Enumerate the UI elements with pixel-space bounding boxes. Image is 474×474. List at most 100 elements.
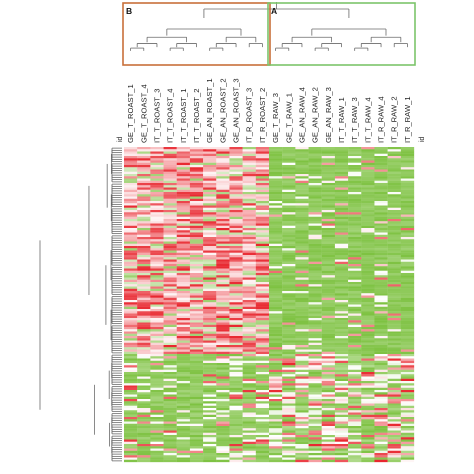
heatmap-cell xyxy=(308,219,322,222)
heatmap-cell xyxy=(176,158,191,161)
heatmap-cell xyxy=(255,205,270,208)
heatmap-cell xyxy=(400,261,415,265)
heatmap-cell xyxy=(334,455,349,458)
heatmap-cell xyxy=(242,340,256,343)
heatmap-cell xyxy=(176,423,191,427)
heatmap-cell xyxy=(361,180,375,184)
heatmap-cell xyxy=(255,149,270,152)
heatmap-cell xyxy=(242,426,256,429)
heatmap-cell xyxy=(229,309,243,312)
heatmap-cell xyxy=(387,448,401,451)
heatmap-cell xyxy=(374,174,388,177)
heatmap-cell xyxy=(295,304,309,307)
heatmap-cell xyxy=(348,349,362,352)
heatmap-cell xyxy=(374,450,388,454)
heatmap-cell xyxy=(216,358,230,361)
heatmap-cell xyxy=(137,358,151,361)
heatmap-cell xyxy=(374,198,388,202)
heatmap-cell xyxy=(137,219,151,222)
heatmap-cell xyxy=(255,351,270,355)
heatmap-cell xyxy=(321,198,336,202)
heatmap-cell xyxy=(334,243,349,247)
heatmap-cell xyxy=(255,158,270,161)
heatmap-cell xyxy=(295,268,309,271)
heatmap-cell xyxy=(282,264,296,267)
heatmap-cell xyxy=(163,430,177,433)
heatmap-cell xyxy=(374,336,388,339)
heatmap-cell xyxy=(361,455,375,458)
heatmap-cell xyxy=(150,248,164,251)
heatmap-cell xyxy=(137,311,151,314)
heatmap-cell xyxy=(176,185,191,188)
heatmap-cell xyxy=(308,351,322,355)
heatmap-cell xyxy=(163,306,177,310)
heatmap-cell xyxy=(295,394,309,397)
heatmap-cell xyxy=(150,356,164,359)
heatmap-cell xyxy=(348,295,362,298)
heatmap-cell xyxy=(203,237,217,240)
heatmap-cell xyxy=(229,453,243,456)
heatmap-cell xyxy=(150,378,164,382)
heatmap-cell xyxy=(361,291,375,294)
heatmap-cell xyxy=(387,279,401,283)
heatmap-cell xyxy=(242,255,256,258)
heatmap-cell xyxy=(242,336,256,339)
heatmap-cell xyxy=(124,313,138,316)
heatmap-cell xyxy=(308,315,322,319)
heatmap-cell xyxy=(137,207,151,211)
heatmap-cell xyxy=(137,187,151,190)
heatmap-cell xyxy=(137,363,151,366)
heatmap-cell xyxy=(269,396,283,400)
heatmap-cell xyxy=(150,390,164,393)
heatmap-cell xyxy=(216,270,230,274)
heatmap-cell xyxy=(189,399,204,402)
heatmap-cell xyxy=(229,187,243,190)
heatmap-cell xyxy=(216,183,230,186)
heatmap-cell xyxy=(255,365,270,368)
heatmap-cell xyxy=(321,259,336,262)
heatmap-cell xyxy=(242,237,256,240)
heatmap-cell xyxy=(150,288,164,292)
heatmap-cell xyxy=(242,394,256,397)
heatmap-cell xyxy=(374,340,388,343)
heatmap-cell xyxy=(308,158,322,161)
heatmap-cell xyxy=(361,401,375,404)
heatmap-cell xyxy=(189,225,204,229)
heatmap-cell xyxy=(295,340,309,343)
heatmap-cell xyxy=(361,315,375,319)
heatmap-cell xyxy=(189,320,204,323)
heatmap-cell xyxy=(150,176,164,179)
heatmap-cell xyxy=(124,439,138,442)
heatmap-cell xyxy=(348,261,362,265)
heatmap-cell xyxy=(400,331,415,334)
heatmap-cell xyxy=(163,174,177,177)
heatmap-cell xyxy=(163,268,177,271)
heatmap-cell xyxy=(203,304,217,307)
heatmap-cell xyxy=(189,405,204,409)
heatmap-cell xyxy=(137,378,151,382)
heatmap-cell xyxy=(295,349,309,352)
heatmap-cell xyxy=(124,185,138,188)
heatmap-cell xyxy=(189,160,204,163)
heatmap-cell xyxy=(176,383,191,386)
heatmap-cell xyxy=(150,342,164,346)
heatmap-cell xyxy=(229,156,243,159)
heatmap-cell xyxy=(189,241,204,244)
heatmap-cell xyxy=(321,221,336,224)
heatmap-cell xyxy=(308,192,322,195)
heatmap-cell xyxy=(387,327,401,330)
heatmap-cell xyxy=(334,189,349,193)
heatmap-cell xyxy=(321,232,336,235)
heatmap-cell xyxy=(137,435,151,438)
heatmap-cell xyxy=(361,381,375,384)
heatmap-cell xyxy=(137,273,151,276)
heatmap-cell xyxy=(203,232,217,235)
heatmap-cell xyxy=(255,207,270,211)
heatmap-cell xyxy=(334,295,349,298)
heatmap-cell xyxy=(334,282,349,285)
heatmap-cell xyxy=(361,300,375,303)
heatmap-cell xyxy=(269,399,283,402)
heatmap-cell xyxy=(189,381,204,384)
